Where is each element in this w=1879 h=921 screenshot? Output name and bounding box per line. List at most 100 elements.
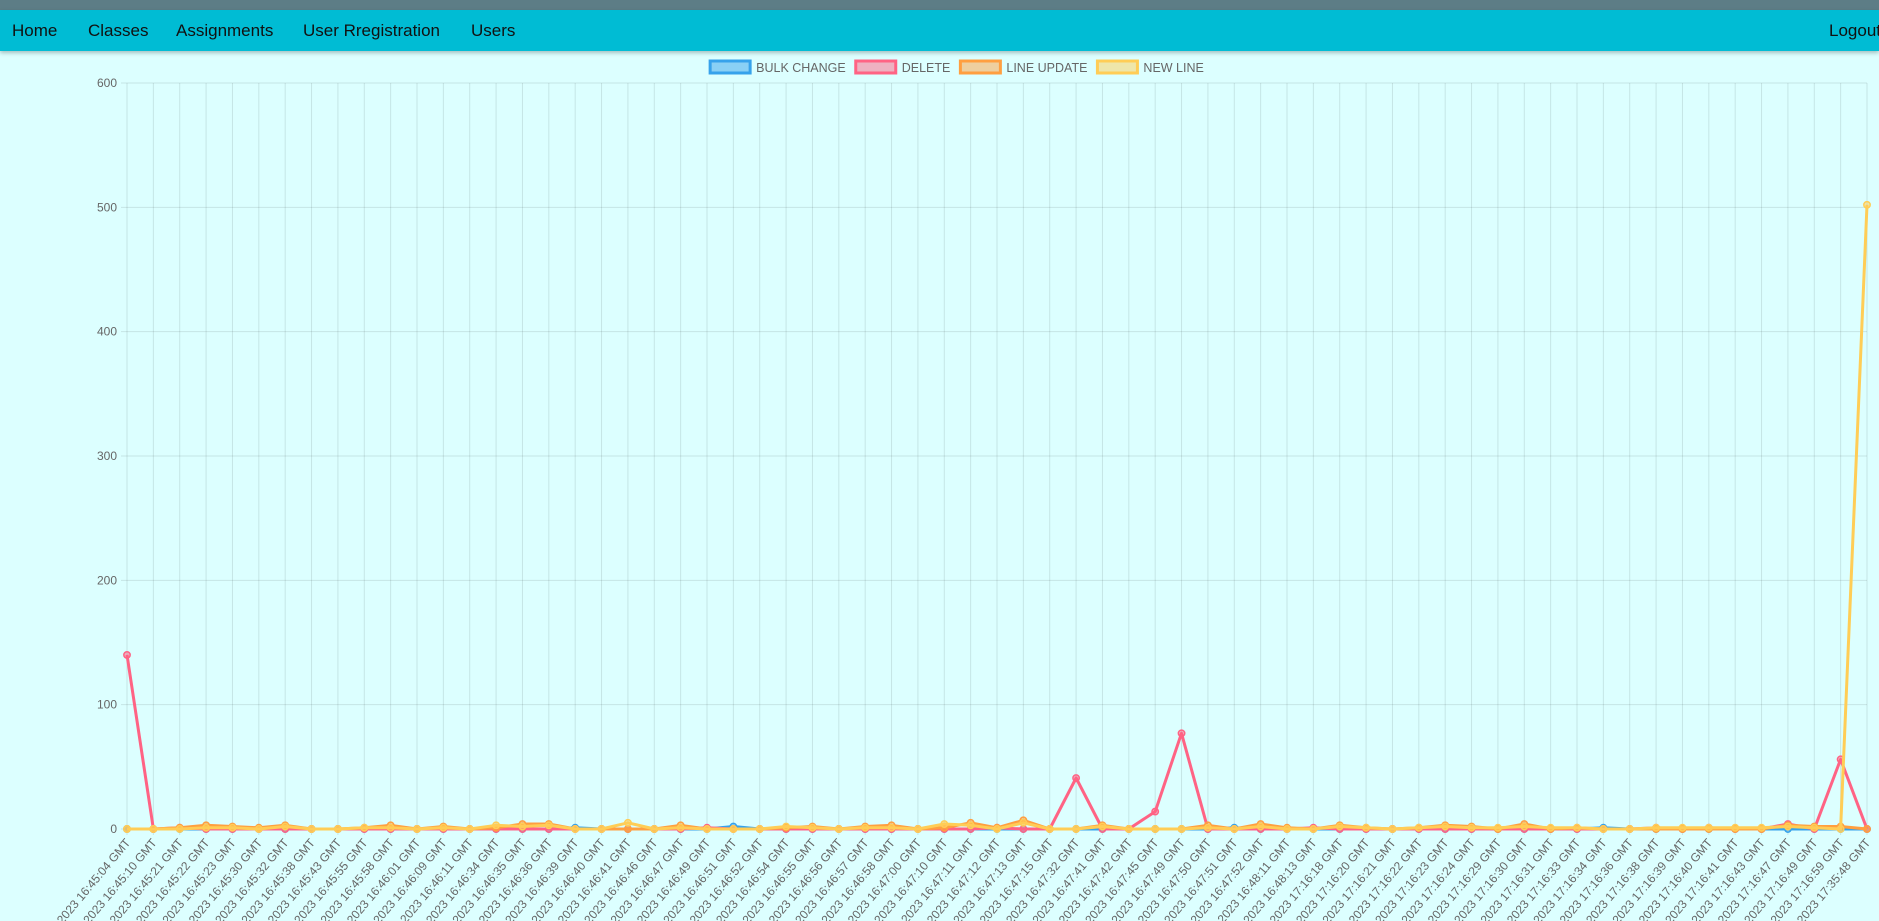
data-point[interactable] [1045, 825, 1054, 833]
data-point[interactable] [1863, 825, 1871, 833]
data-point[interactable] [940, 820, 949, 828]
legend-swatch-bulk-change[interactable] [708, 59, 752, 75]
nav-home[interactable]: Home [12, 21, 58, 40]
data-point[interactable] [597, 825, 606, 833]
data-point[interactable] [1731, 823, 1740, 832]
data-point[interactable] [755, 825, 764, 833]
y-tick-label: 300 [97, 449, 117, 463]
data-point[interactable] [913, 825, 922, 833]
data-point[interactable] [1414, 823, 1423, 832]
data-point[interactable] [1810, 823, 1819, 832]
data-point[interactable] [1704, 823, 1713, 832]
data-point[interactable] [202, 823, 211, 832]
data-point[interactable] [703, 825, 711, 833]
data-point[interactable] [1072, 774, 1081, 782]
nav-classes[interactable]: Classes [88, 21, 149, 40]
activity-line-chart: 0 100 200 300 400 500 600 2023 16:45:04 GMT202… [54, 59, 1874, 921]
data-point[interactable] [1388, 825, 1397, 833]
data-point[interactable] [993, 825, 1001, 833]
data-point[interactable] [808, 823, 817, 832]
data-point[interactable] [1098, 822, 1107, 831]
y-axis: 0 100 200 300 400 500 600 [97, 76, 117, 836]
nav-assignments[interactable]: Assignments [176, 21, 274, 40]
legend-swatch-line-update[interactable] [958, 59, 1002, 75]
y-tick-label: 100 [97, 698, 117, 712]
data-point[interactable] [281, 822, 290, 831]
y-tick-label: 200 [97, 573, 117, 587]
data-point[interactable] [1678, 823, 1687, 832]
data-point[interactable] [1124, 825, 1133, 833]
data-point[interactable] [1573, 823, 1581, 832]
data-point[interactable] [439, 823, 448, 832]
data-point[interactable] [1783, 822, 1792, 831]
data-point[interactable] [1362, 823, 1371, 832]
data-point[interactable] [1757, 823, 1766, 832]
data-point[interactable] [1546, 823, 1555, 832]
data-point[interactable] [1072, 825, 1081, 833]
data-point[interactable] [386, 823, 395, 832]
legend-label[interactable]: BULK CHANGE [756, 61, 846, 75]
data-point[interactable] [1599, 825, 1608, 833]
data-point[interactable] [729, 825, 738, 833]
chart-legend[interactable]: BULK CHANGE DELETE LINE UPDATE NEW LINE [708, 59, 1204, 75]
data-point[interactable] [650, 825, 659, 833]
data-point[interactable] [1151, 807, 1160, 816]
data-point[interactable] [149, 825, 158, 833]
data-point[interactable] [1493, 823, 1502, 832]
data-point[interactable] [360, 823, 369, 832]
legend-label[interactable]: NEW LINE [1143, 61, 1203, 75]
data-point[interactable] [623, 825, 632, 833]
data-point[interactable] [861, 823, 870, 832]
data-point[interactable] [413, 825, 421, 833]
data-point[interactable] [623, 818, 632, 827]
chart-series [123, 200, 1871, 833]
data-point[interactable] [1019, 825, 1028, 833]
data-point[interactable] [834, 825, 843, 833]
data-point[interactable] [1625, 825, 1634, 833]
y-tick-label: 500 [97, 200, 117, 214]
data-point[interactable] [782, 822, 791, 831]
data-point[interactable] [1652, 823, 1661, 832]
data-point[interactable] [492, 821, 501, 830]
nav-users[interactable]: Users [471, 21, 516, 40]
data-point[interactable] [1019, 818, 1028, 827]
data-point[interactable] [966, 821, 975, 830]
data-point[interactable] [887, 823, 896, 832]
data-point[interactable] [544, 821, 553, 830]
legend-swatch-new-line[interactable] [1095, 59, 1139, 75]
nav-user-registration[interactable]: User Rregistration [303, 21, 440, 40]
data-point[interactable] [1151, 825, 1160, 833]
data-point[interactable] [1335, 822, 1344, 831]
data-point[interactable] [1836, 825, 1845, 833]
data-point[interactable] [307, 825, 316, 833]
data-point[interactable] [1256, 822, 1265, 831]
logout-link[interactable]: Logout [1829, 21, 1879, 40]
data-point[interactable] [175, 825, 184, 833]
legend-swatch-delete[interactable] [854, 59, 898, 75]
legend-label[interactable]: DELETE [902, 61, 951, 75]
data-point[interactable] [228, 823, 237, 832]
data-point[interactable] [1283, 825, 1291, 833]
data-point[interactable] [1467, 823, 1476, 832]
data-point[interactable] [1177, 729, 1186, 738]
y-tick-label: 600 [97, 76, 117, 90]
data-point[interactable] [465, 825, 474, 833]
data-point[interactable] [1177, 825, 1186, 833]
data-point[interactable] [1441, 822, 1450, 831]
legend-label[interactable]: LINE UPDATE [1006, 61, 1087, 75]
data-point[interactable] [1230, 825, 1239, 833]
y-tick-label: 0 [110, 822, 117, 836]
data-point[interactable] [254, 825, 263, 833]
data-point[interactable] [1520, 822, 1529, 831]
data-point[interactable] [123, 650, 131, 659]
top-navbar: Home Classes Assignments User Rregistrat… [0, 10, 1879, 51]
data-point[interactable] [1863, 200, 1871, 209]
data-point[interactable] [333, 825, 342, 833]
window-top-strip [0, 0, 1879, 10]
data-point[interactable] [123, 825, 131, 833]
data-point[interactable] [676, 823, 685, 832]
data-point[interactable] [518, 822, 527, 831]
data-point[interactable] [1203, 823, 1212, 832]
data-point[interactable] [1309, 825, 1318, 833]
data-point[interactable] [571, 825, 580, 833]
